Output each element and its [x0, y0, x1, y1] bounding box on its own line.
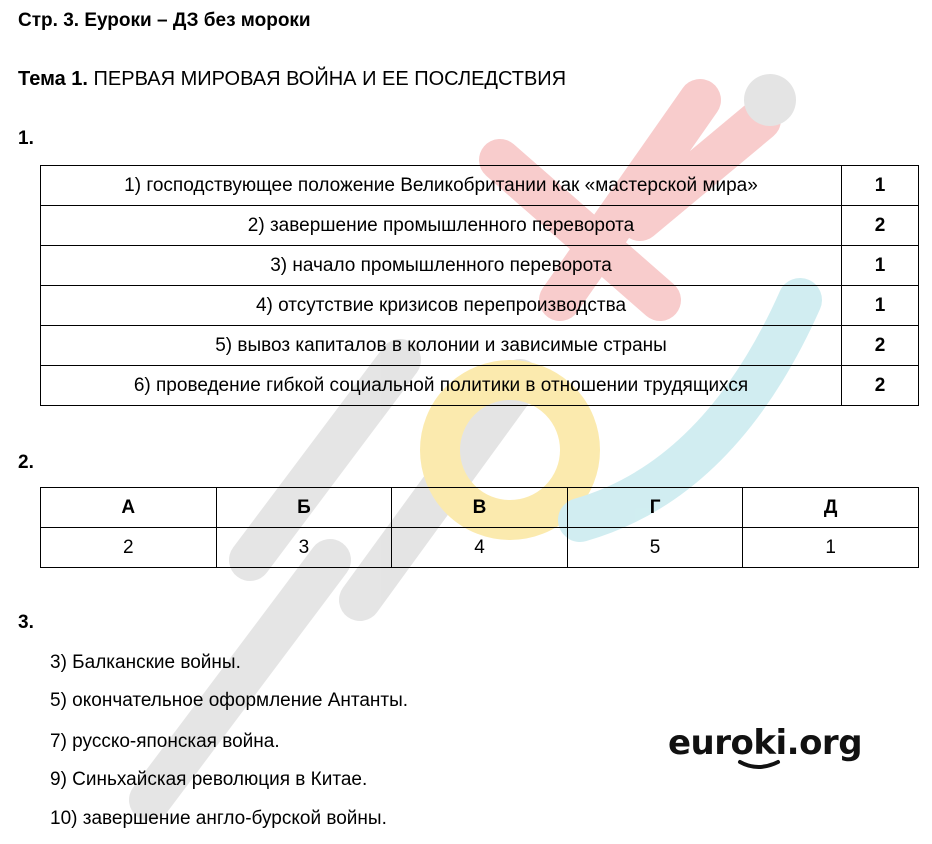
table-row: 6) проведение гибкой социальной политики…	[40, 365, 919, 406]
task-3-number: 3.	[18, 612, 34, 633]
watermark-gray-dot	[744, 74, 796, 126]
value-cell: 4	[391, 527, 568, 568]
logo-text: euroki.org	[668, 723, 862, 763]
table-row: 1) господствующее положение Великобритан…	[40, 165, 919, 206]
value-cell: 5	[566, 527, 744, 568]
table-header-row: А Б В Г Д	[40, 487, 919, 528]
task-1-table: 1) господствующее положение Великобритан…	[40, 165, 919, 406]
row-value: 2	[841, 365, 919, 406]
list-item: 9) Синьхайская революция в Китае.	[50, 769, 368, 790]
list-item: 5) окончательное оформление Антанты.	[50, 690, 409, 711]
row-value: 1	[841, 165, 919, 206]
row-value: 1	[841, 245, 919, 286]
row-text: 5) вывоз капиталов в колонии и зависимые…	[40, 325, 842, 366]
row-text: 2) завершение промышленного переворота	[40, 205, 842, 246]
row-text: 6) проведение гибкой социальной политики…	[40, 365, 842, 406]
table-row: 3) начало промышленного переворота 1	[40, 245, 919, 286]
header-cell: Д	[742, 487, 919, 528]
value-cell: 2	[40, 527, 217, 568]
row-text: 4) отсутствие кризисов перепроизводства	[40, 285, 842, 326]
table-row: 4) отсутствие кризисов перепроизводства 1	[40, 285, 919, 326]
table-row: 2) завершение промышленного переворота 2	[40, 205, 919, 246]
page-header: Стр. 3. Еуроки – ДЗ без мороки	[18, 10, 311, 31]
header-cell: А	[40, 487, 217, 528]
task-1-number: 1.	[18, 128, 34, 149]
header-cell: В	[391, 487, 568, 528]
value-cell: 3	[215, 527, 393, 568]
row-text: 3) начало промышленного переворота	[40, 245, 842, 286]
row-value: 2	[841, 325, 919, 366]
list-item: 7) русско-японская война.	[50, 731, 280, 752]
row-value: 1	[841, 285, 919, 326]
task-2-table: А Б В Г Д 2 3 4 5 1	[40, 487, 919, 568]
header-cell: Г	[566, 487, 744, 528]
logo-smile-icon	[738, 760, 780, 769]
list-item: 10) завершение англо-бурской войны.	[50, 808, 387, 829]
topic-title: ПЕРВАЯ МИРОВАЯ ВОЙНА И ЕЕ ПОСЛЕДСТВИЯ	[93, 68, 567, 90]
header-cell: Б	[215, 487, 393, 528]
topic-heading: Тема 1. ПЕРВАЯ МИРОВАЯ ВОЙНА И ЕЕ ПОСЛЕД…	[18, 68, 566, 91]
list-item: 3) Балканские войны.	[50, 652, 241, 673]
task-2-number: 2.	[18, 452, 34, 473]
row-text: 1) господствующее положение Великобритан…	[40, 165, 842, 206]
euroki-logo: euroki.org	[668, 723, 863, 769]
table-row: 2 3 4 5 1	[40, 527, 919, 568]
value-cell: 1	[742, 527, 919, 568]
topic-label: Тема 1.	[18, 68, 88, 90]
row-value: 2	[841, 205, 919, 246]
table-row: 5) вывоз капиталов в колонии и зависимые…	[40, 325, 919, 366]
